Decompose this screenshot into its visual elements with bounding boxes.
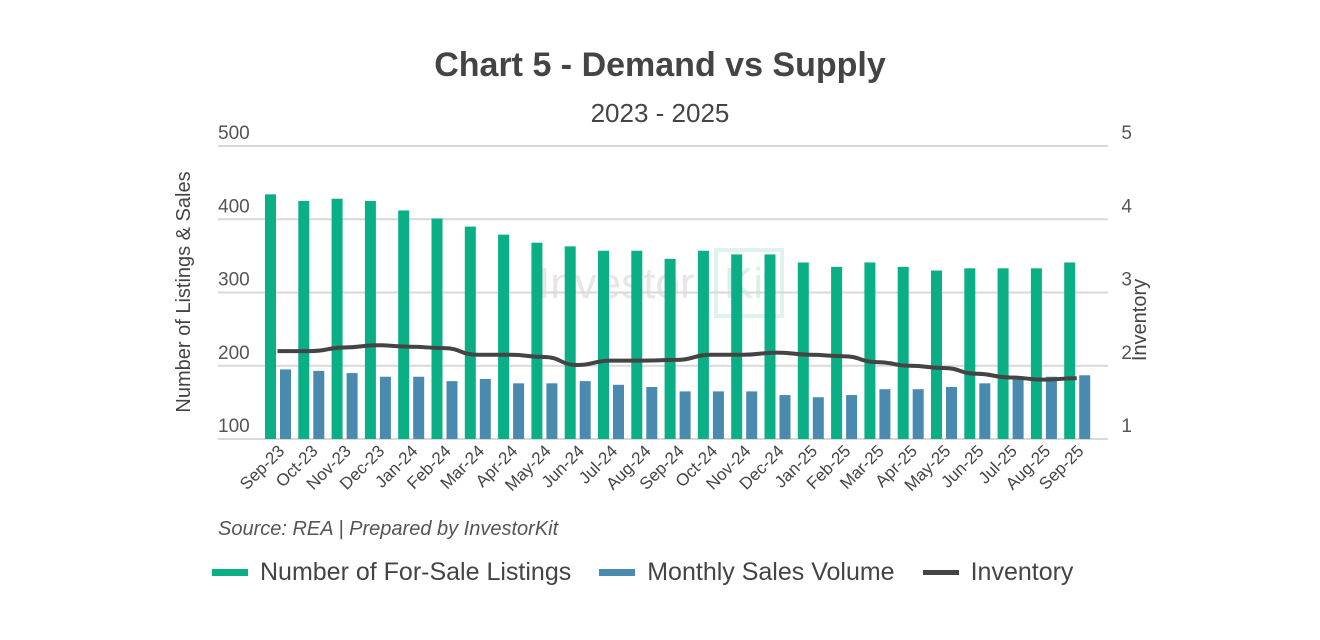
chart-subtitle: 2023 - 2025 (590, 98, 730, 128)
bar-listings (964, 268, 976, 439)
bar-sales (979, 383, 991, 439)
y-tick-label: 200 (218, 343, 250, 364)
bar-sales (346, 373, 358, 439)
y-tick-label: 100 (218, 416, 250, 437)
bar-sales (313, 370, 325, 439)
bar-sales (812, 397, 824, 439)
legend-swatch-inventory (922, 570, 959, 575)
bar-listings (997, 268, 1009, 439)
legend-label-inventory: Inventory (970, 558, 1074, 586)
y2-tick-label: 4 (1121, 196, 1132, 217)
bar-listings (897, 266, 909, 439)
y2-axis-label: Inventory (1129, 279, 1151, 361)
bar-listings (598, 250, 609, 439)
legend: Number of For-Sale Listings Monthly Sale… (212, 558, 1101, 587)
bar-sales (1079, 375, 1091, 439)
bar-sales (613, 384, 624, 439)
bar-sales (379, 376, 391, 439)
y-tick-label: 500 (218, 123, 250, 144)
bar-sales (912, 389, 924, 439)
legend-item-sales[interactable]: Monthly Sales Volume (599, 558, 895, 587)
watermark-logo-box (714, 248, 784, 318)
bar-listings (864, 262, 876, 439)
bar-listings (331, 198, 343, 439)
bar-listings (398, 210, 410, 439)
source-note: Source: REA | Prepared by InvestorKit (218, 518, 559, 540)
bar-sales (280, 369, 291, 439)
bar-listings (697, 250, 709, 439)
bar-sales (1012, 378, 1024, 439)
bar-sales (579, 381, 591, 439)
legend-item-inventory[interactable]: Inventory (922, 558, 1074, 587)
bar-listings (464, 226, 476, 439)
bar-sales (746, 391, 758, 439)
bar-listings (298, 200, 310, 439)
bar-listings (498, 234, 510, 439)
bar-listings (364, 200, 376, 439)
bar-listings (797, 262, 809, 439)
y2-tick-label: 5 (1121, 123, 1132, 144)
y-axis-label: Number of Listings & Sales (173, 171, 195, 412)
bar-sales (646, 386, 658, 439)
bar-listings (1030, 268, 1042, 439)
bar-listings (531, 242, 543, 439)
bar-sales (546, 383, 558, 439)
bar-listings (1064, 262, 1076, 439)
y-tick-label: 400 (218, 196, 250, 217)
bar-sales (479, 378, 491, 439)
bar-listings (664, 258, 676, 439)
bar-sales (513, 383, 525, 439)
chart-title: Chart 5 - Demand vs Supply (434, 46, 886, 84)
legend-label-sales: Monthly Sales Volume (647, 558, 895, 586)
y2-tick-label: 3 (1121, 270, 1132, 291)
bar-sales (712, 391, 724, 439)
legend-label-listings: Number of For-Sale Listings (260, 558, 572, 586)
bar-sales (846, 395, 858, 439)
bar-listings (831, 266, 843, 439)
y2-tick-label: 1 (1121, 416, 1132, 437)
bar-listings (764, 254, 776, 439)
bar-sales (679, 391, 691, 439)
legend-swatch-sales (599, 569, 636, 576)
bar-listings (731, 254, 743, 439)
bar-sales (1045, 376, 1057, 439)
bar-sales (946, 386, 957, 439)
y-tick-label: 300 (218, 270, 250, 291)
legend-swatch-listings (212, 569, 248, 576)
bar-listings (931, 270, 942, 439)
bar-sales (413, 376, 425, 439)
bar-listings (265, 194, 276, 439)
line-inventory (277, 343, 1077, 382)
bar-listings (631, 250, 643, 439)
bar-listings (431, 218, 443, 439)
legend-item-listings[interactable]: Number of For-Sale Listings (212, 558, 571, 587)
bar-listings (564, 246, 576, 439)
bar-sales (779, 395, 791, 439)
y2-tick-label: 2 (1121, 343, 1132, 364)
bar-sales (446, 381, 458, 439)
bar-sales (879, 389, 891, 439)
